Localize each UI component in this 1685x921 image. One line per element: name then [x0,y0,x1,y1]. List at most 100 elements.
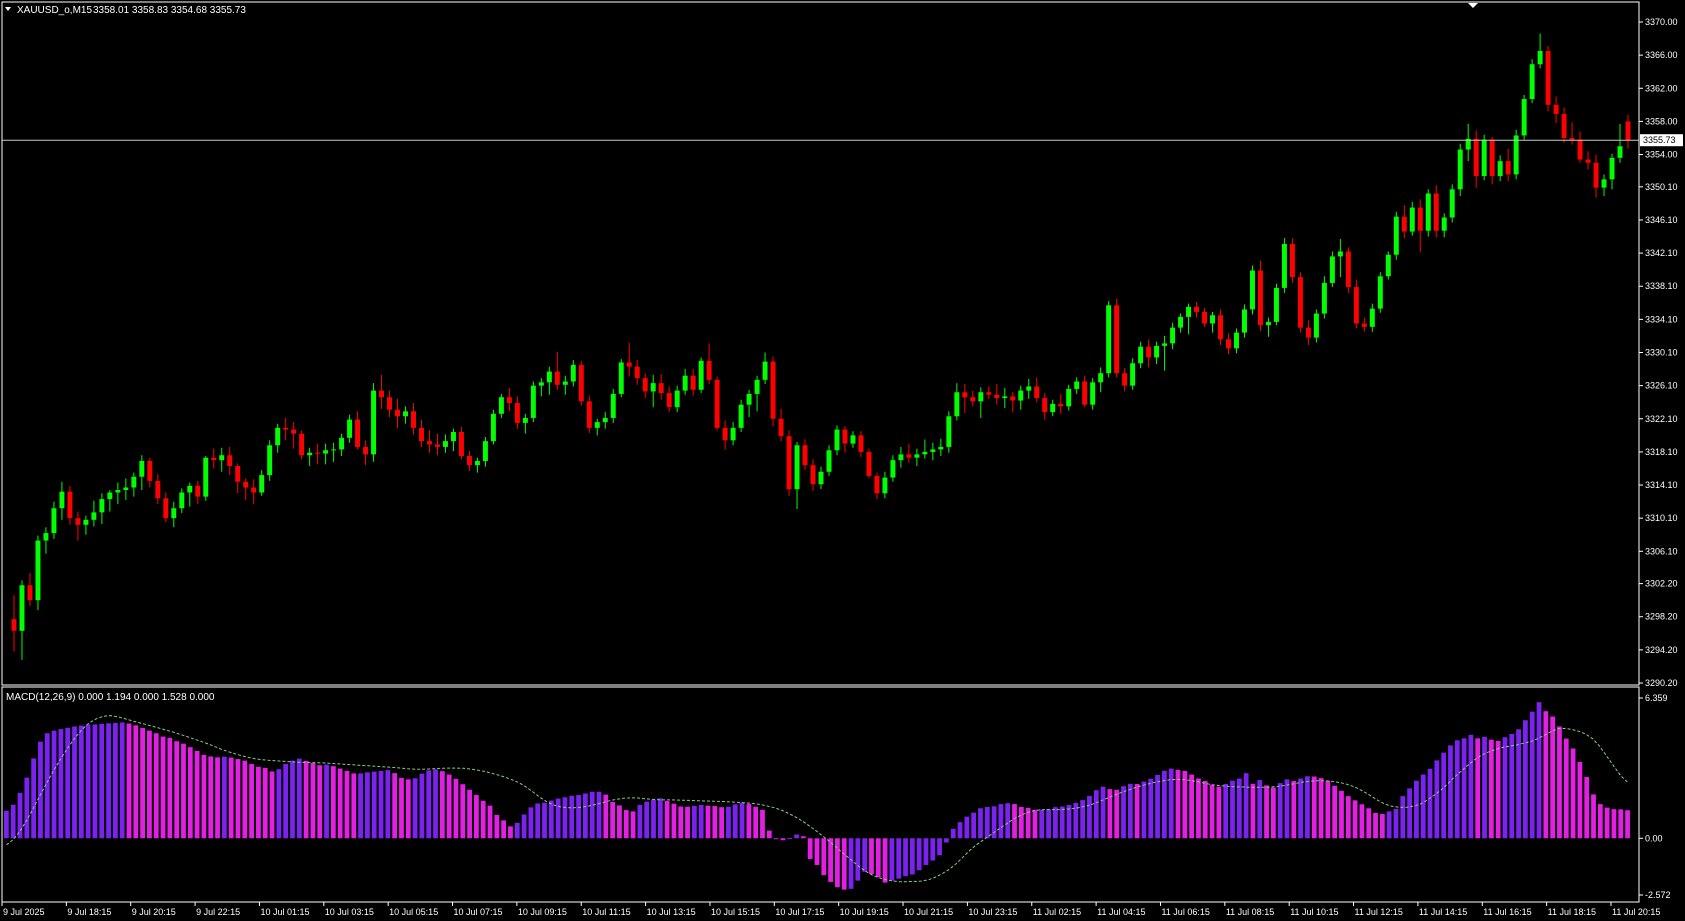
candle [323,443,329,465]
macd-bar [1332,785,1338,839]
candle [1058,393,1064,414]
shift-marker-icon[interactable] [1468,3,1478,8]
candle-body [1593,162,1599,188]
candle-body [171,508,177,519]
candle-body [1313,313,1319,338]
macd-bar [147,730,152,839]
candle [594,418,600,436]
candle [1034,377,1040,403]
macd-bar [249,763,254,839]
candle-body [1505,161,1511,175]
candle [1234,328,1239,354]
macd-bar [1114,789,1120,839]
candle [1553,96,1559,124]
candle [1226,333,1231,355]
candle [1401,205,1407,239]
macd-bar [174,741,180,839]
macd-bar [1311,776,1317,839]
time-tick-label: 10 Jul 15:15 [711,907,760,917]
collapse-triangle-icon[interactable] [5,7,11,11]
macd-bars-group [4,702,1630,890]
candle-body [235,465,241,482]
candle [91,500,97,527]
candle [1257,260,1263,331]
price-tick-label: 3306.10 [1645,546,1678,556]
candle [379,374,385,409]
candle [970,390,976,407]
macd-bar [555,798,561,839]
candle-body [299,433,305,456]
macd-bar [201,754,207,839]
candle [706,343,712,384]
candle [395,398,400,428]
macd-bar [17,792,23,839]
candle-body [147,461,153,481]
candle [1098,367,1104,393]
candle-body [442,441,448,447]
time-axis[interactable]: 9 Jul 2025 9 Jul 18:15 9 Jul 20:15 9 Jul 22… [1,902,1660,917]
candle-body [1194,306,1200,312]
candle [882,471,888,499]
macd-bar [998,804,1004,839]
candle-body [43,533,49,541]
macd-bar [153,733,159,839]
candle-body [746,393,752,405]
macd-bar [698,804,704,839]
macd-pane[interactable]: MACD(12,26,9) 0.000 1.194 0.000 1.528 0.… [1,686,1640,903]
candle [1465,123,1471,162]
candle-body [922,451,928,455]
candle-body [1481,139,1487,177]
candle [586,395,592,433]
macd-bar [371,771,377,839]
macd-bar [10,804,16,839]
candle [730,422,736,446]
time-tick-label: 11 Jul 12:15 [1355,907,1403,917]
macd-bar [1087,795,1092,839]
price-axis[interactable]: 3370.00 3366.00 3362.00 3358.00 3354.00 3350.… [1639,17,1678,688]
macd-bar [828,838,833,882]
candle-body [1529,64,1535,100]
macd-bar [65,727,71,839]
macd-bar [1454,740,1460,839]
macd-tick-label: -2.572 [1645,890,1671,900]
candle [722,420,728,450]
candle-body [123,487,129,491]
macd-bar [773,838,779,840]
macd-bar [1400,796,1406,839]
candle [650,374,656,408]
candle-body [554,371,560,385]
candle-body [498,397,504,414]
macd-bar [283,763,289,839]
macd-bar [126,723,132,839]
macd-bar [875,838,881,878]
candle-body [858,435,864,452]
time-tick-label: 9 Jul 2025 [3,907,45,917]
candle [562,375,568,395]
candle-body [970,397,976,402]
time-tick-label: 9 Jul 22:15 [196,907,240,917]
candle [43,527,49,554]
candle [770,356,776,427]
macd-axis[interactable]: 6.359 0.00 -2.572 [1639,693,1671,900]
candle-body [482,441,488,462]
candle-body [355,419,361,447]
macd-bar [1420,774,1426,839]
time-tick-label: 11 Jul 10:15 [1290,907,1338,917]
candle [107,490,113,512]
macd-bar [596,791,602,839]
macd-bar [112,722,118,839]
candle [698,357,704,394]
macd-bar [1093,790,1099,839]
candle-body [1058,403,1064,407]
candle-body [810,465,816,485]
candle-body [514,403,520,423]
current-price-tag: 3355.73 [1640,134,1683,147]
current-price-tag-text: 3355.73 [1643,135,1676,145]
macd-bar [378,770,384,839]
candle [1090,378,1096,410]
candle-body [578,364,584,402]
price-pane[interactable]: XAUUSD_o,M15 3358.01 3358.83 3354.68 335… [1,1,1640,686]
macd-bar [106,723,111,839]
macd-bar [644,801,650,839]
